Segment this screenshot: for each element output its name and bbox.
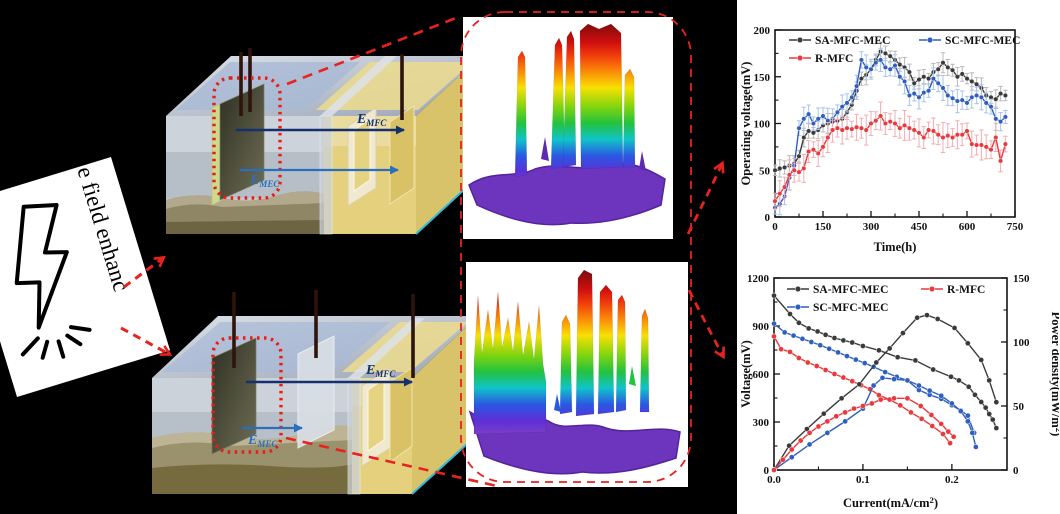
svg-text:450: 450 [911,221,928,233]
svg-text:750: 750 [1007,221,1024,233]
svg-text:0.0: 0.0 [767,474,781,486]
svg-text:0: 0 [1013,465,1019,477]
series-R-MFC-power [771,395,957,473]
surface-peaks [514,23,636,178]
e-mfc-label: EMFC [365,363,396,379]
svg-text:R-MFC: R-MFC [815,53,853,65]
svg-text:SA-MFC-MEC: SA-MFC-MEC [815,35,890,47]
e-mec-label: EMEC [247,433,278,449]
anode-electrode [211,337,257,455]
svg-text:300: 300 [753,417,770,429]
svg-text:50: 50 [759,165,771,177]
zoom-highlight-box [212,76,282,200]
divider-wall [348,318,425,378]
lightning-bolt-icon [14,203,92,360]
svg-text:SA-MFC-MEC: SA-MFC-MEC [813,284,888,296]
operating-voltage-chart: 0 150 300 450 600 750 0 50 100 150 200 Time(h) Opera… [739,25,1024,254]
reactor-diagram-bottom: EMFC EMEC [152,290,479,495]
charts-panel: 0 150 300 450 600 750 0 50 100 150 200 Time(h) Opera… [737,0,1060,514]
connector-panel-to-top-chart [686,160,725,235]
svg-text:100: 100 [1013,337,1030,349]
series-SC-MFC-MEC-power [771,374,979,473]
3d-surface-plot-icon [468,23,666,226]
svg-text:Voltage(mV): Voltage(mV) [739,340,753,408]
3d-surface-plot-icon [468,269,681,475]
series-SC-MFC-MEC-voltage [771,320,977,436]
e-mec-label: EMEC [249,173,280,189]
impact-sparks-icon [20,325,92,360]
svg-text:Operating voltage(mV): Operating voltage(mV) [739,62,753,186]
svg-text:SC-MFC-MEC: SC-MFC-MEC [945,35,1020,47]
svg-text:SC-MFC-MEC: SC-MFC-MEC [813,302,888,314]
svg-text:0.1: 0.1 [856,474,870,486]
surface-base [468,162,666,226]
middle-electrode-plate [297,335,335,449]
svg-text:0.2: 0.2 [945,474,959,486]
svg-text:150: 150 [754,72,771,84]
reactor-diagram-top: EMFC EMEC [166,48,482,235]
svg-text:900: 900 [753,321,770,333]
series-R-MFC [772,101,1008,210]
svg-text:1200: 1200 [747,273,770,285]
electric-field-card: e field enhanc [0,157,171,397]
svg-text:Time(h): Time(h) [874,240,917,254]
svg-text:0: 0 [765,212,771,224]
surface-peaks [473,269,650,435]
svg-text:Power density(mW/m2): Power density(mW/m2) [1049,312,1059,437]
series-SA-MFC-MEC-voltage [771,292,1000,431]
e-mfc-label: EMFC [356,112,387,128]
svg-text:100: 100 [754,119,771,131]
svg-text:Current(mA/cm2): Current(mA/cm2) [843,495,938,510]
svg-text:600: 600 [959,221,976,233]
surface-plot-panel-top [463,17,673,239]
svg-text:0: 0 [764,465,770,477]
svg-text:300: 300 [863,221,880,233]
svg-text:0: 0 [772,221,778,233]
polarization-power-chart: 0.0 0.1 0.2 0 300 600 900 1200 0 50 100 150 Current(… [739,273,1059,510]
cathode-electrode [389,105,415,205]
svg-text:50: 50 [1013,401,1025,413]
svg-text:R-MFC: R-MFC [947,284,985,296]
svg-text:150: 150 [1013,273,1030,285]
connector-panel-to-bottom-chart [687,289,725,360]
svg-text:200: 200 [754,25,771,37]
surface-plot-panel-bottom [466,262,688,487]
series-R-MFC-voltage [771,333,953,446]
svg-text:150: 150 [815,221,832,233]
svg-text:600: 600 [753,369,770,381]
